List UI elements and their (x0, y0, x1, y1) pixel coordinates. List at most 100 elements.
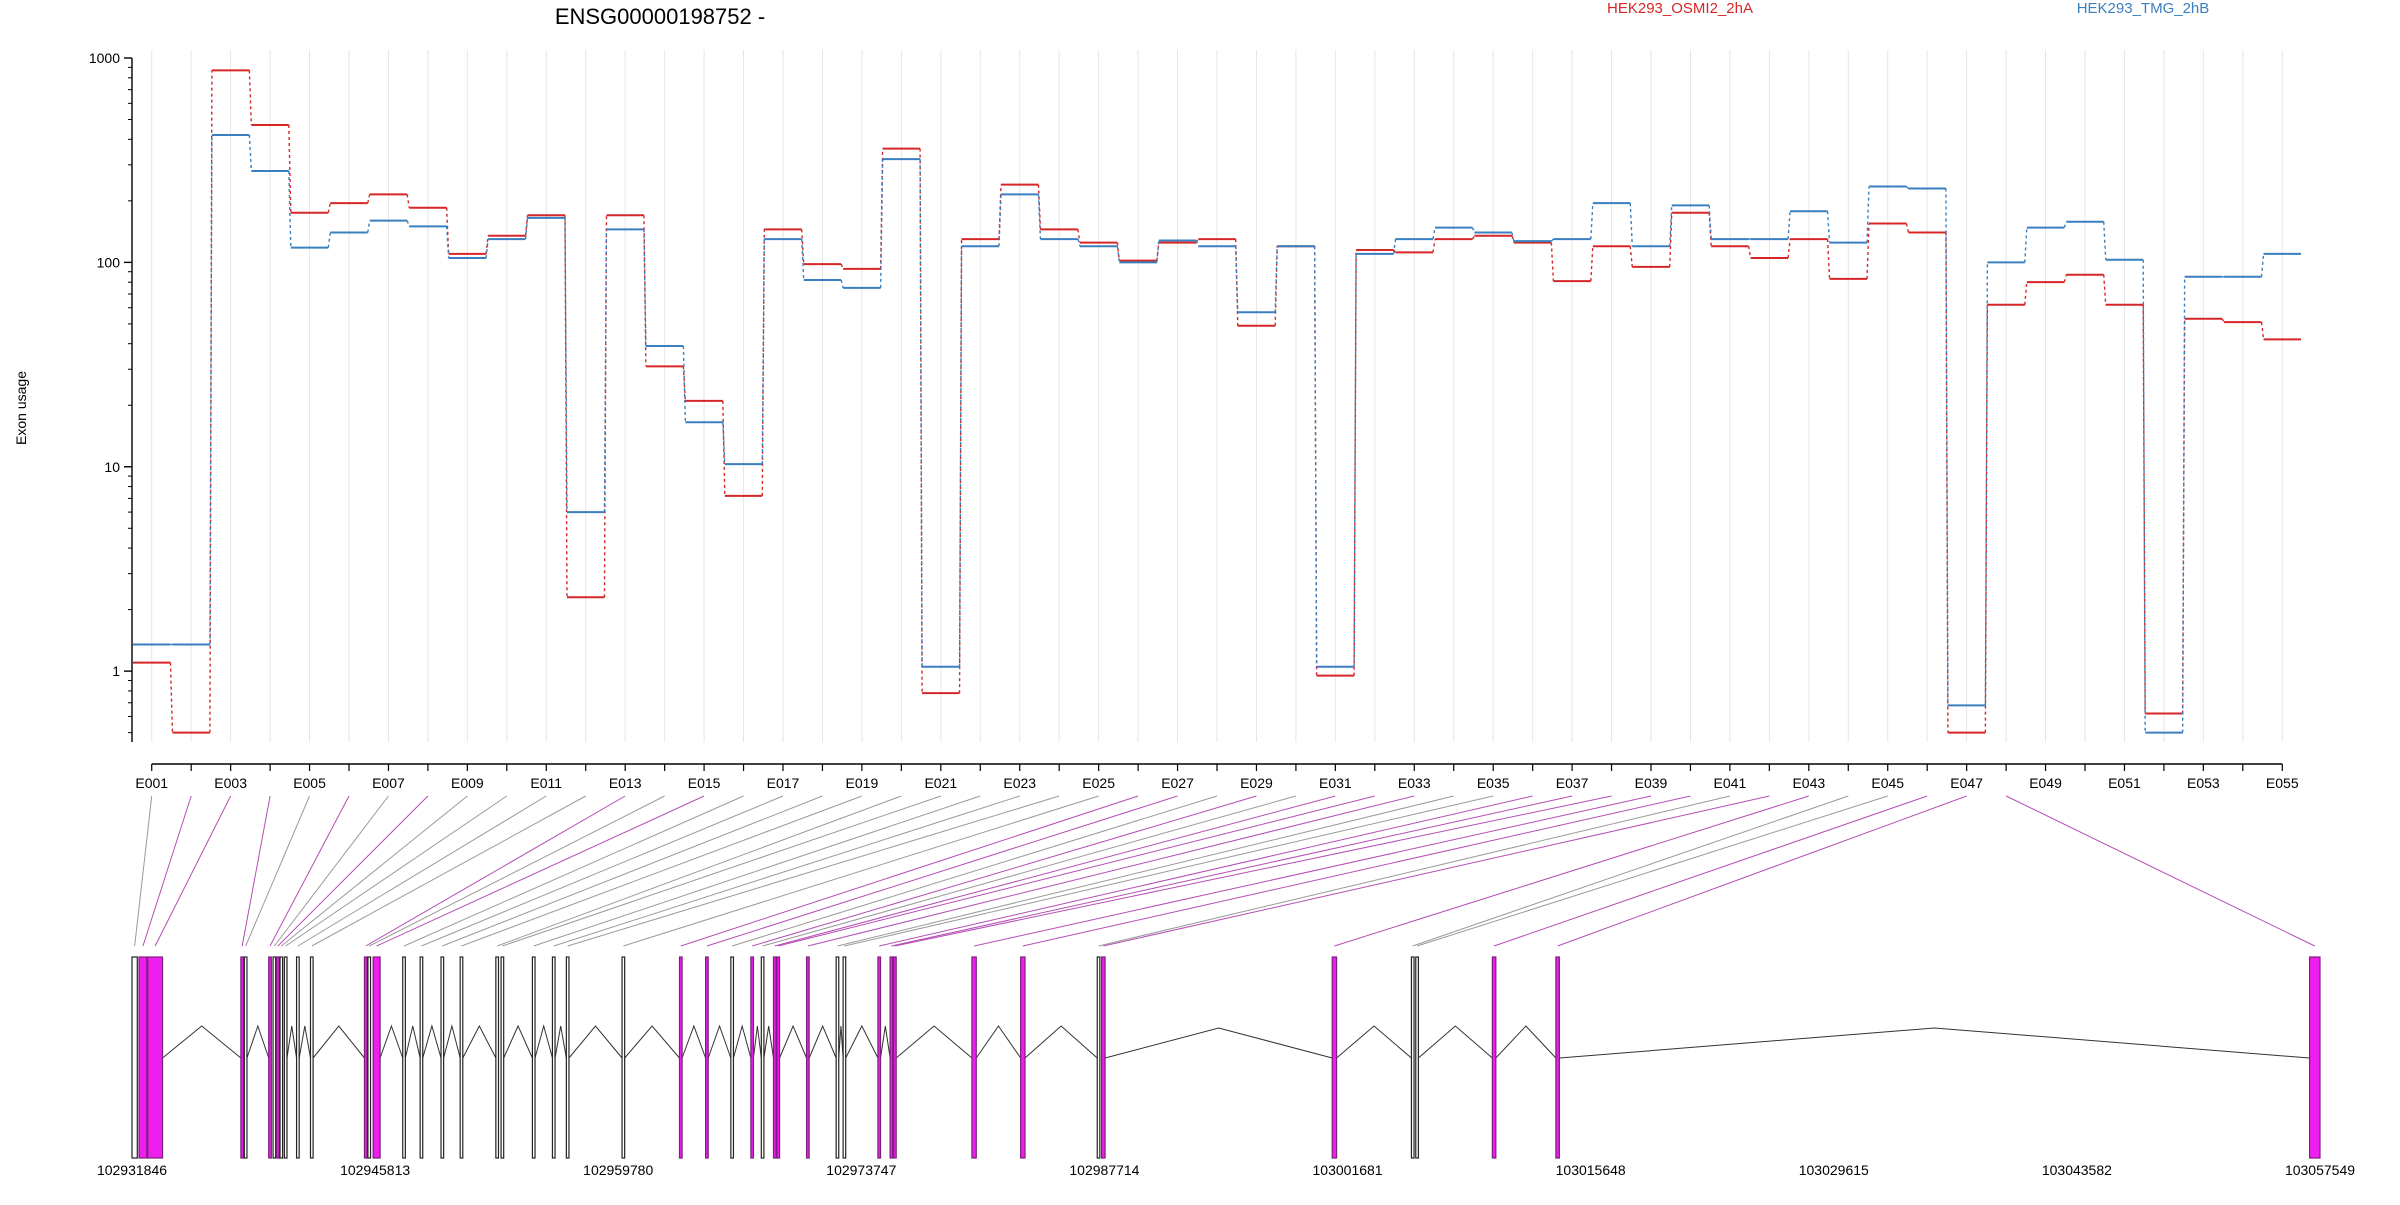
exon-E030 (760, 956, 765, 1159)
exon-E022 (531, 956, 536, 1159)
intron-E035 (845, 1024, 879, 1059)
x-tick-label-E015: E015 (688, 775, 721, 791)
series-0-step-E041 (1747, 246, 1752, 259)
exon-E014 (367, 956, 372, 1159)
connector-E038 (894, 795, 1612, 947)
series-0-step-E030 (1313, 246, 1318, 676)
x-tick-label-E047: E047 (1950, 775, 1983, 791)
exon-E024 (565, 956, 570, 1159)
intron-E028 (732, 1024, 752, 1059)
coordinate-label-102945813: 102945813 (340, 1162, 410, 1178)
exon-E035 (842, 956, 847, 1159)
series-1-step-E021 (958, 246, 963, 667)
series-0-step-E005 (327, 202, 331, 213)
x-tick-label-E019: E019 (846, 775, 879, 791)
series-1-step-E024 (1077, 238, 1081, 247)
exon-E029 (750, 956, 755, 1159)
series-0-step-E042 (1787, 239, 1791, 259)
series-0-step-E024 (1077, 229, 1081, 243)
connector-E003 (154, 795, 232, 947)
series-0-step-E053 (2221, 318, 2225, 323)
exon-E042 (1100, 956, 1106, 1159)
connector-E002 (142, 795, 192, 947)
series-1-step-E050 (2103, 221, 2107, 260)
exon-E047 (1555, 956, 1560, 1159)
exon-E037 (889, 956, 894, 1159)
exon-E008 (275, 956, 280, 1159)
exon-E005 (243, 956, 248, 1159)
series-1-step-E003 (248, 134, 253, 172)
series-1-step-E023 (1037, 194, 1042, 240)
series-0-step-E033 (1432, 238, 1436, 253)
connector-E044 (1412, 795, 1849, 947)
coordinate-label-103015648: 103015648 (1556, 1162, 1626, 1178)
series-0-step-E050 (2103, 274, 2107, 305)
y-tick-label-100: 100 (97, 254, 121, 270)
series-0-step-E047 (1984, 304, 1989, 733)
exon-E020 (495, 956, 500, 1159)
connector-E042 (1103, 795, 1770, 947)
exon-E039 (971, 956, 977, 1159)
series-1-step-E038 (1629, 203, 1633, 247)
intron-E024 (568, 1025, 623, 1059)
series-1-step-E013 (643, 229, 647, 346)
series-1-step-E014 (682, 345, 687, 423)
connector-E010 (285, 795, 508, 947)
series-1-step-E029 (1274, 246, 1278, 313)
series-1-step-E036 (1550, 238, 1554, 242)
y-tick-label-1000: 1000 (89, 50, 120, 66)
exon-E045 (1415, 956, 1419, 1159)
intron-E016 (404, 1025, 421, 1059)
series-1-step-E025 (1116, 246, 1121, 263)
x-tick-label-E009: E009 (451, 775, 484, 791)
series-HEK293_TMG_2hB (133, 133, 2301, 734)
connector-E012 (311, 795, 586, 947)
exon-E021 (500, 956, 505, 1159)
series-0-step-E006 (367, 194, 371, 204)
connector-E033 (807, 795, 1415, 947)
chart-title: ENSG00000198752 - (555, 4, 765, 29)
intron-E045 (1418, 1025, 1493, 1059)
exon-E015 (372, 956, 381, 1159)
series-1-step-E035 (1511, 232, 1515, 242)
intron-E017 (422, 1024, 442, 1059)
connector-E045 (1416, 795, 1888, 947)
x-tick-label-E053: E053 (2187, 775, 2220, 791)
series-1-step-E034 (1471, 227, 1476, 233)
intron-E003 (162, 1025, 242, 1059)
exon-E043 (1331, 956, 1338, 1159)
exon-E013 (363, 956, 368, 1159)
exon-E040 (1020, 956, 1026, 1159)
x-tick-label-E011: E011 (530, 775, 562, 791)
series-1-step-E033 (1432, 227, 1436, 240)
intron-E018 (443, 1024, 461, 1059)
exon-E023 (551, 956, 556, 1159)
connector-E040 (1022, 795, 1691, 947)
series-1-step-E047 (1984, 262, 1989, 706)
gene-model: 102931846 102945813 102959780 102973747 1029… (97, 956, 2355, 1178)
series-1-step-E019 (879, 159, 884, 288)
connector-E014 (369, 795, 665, 947)
connector-E004 (241, 795, 271, 947)
intron-E042 (1104, 1027, 1333, 1059)
connector-E036 (879, 795, 1533, 947)
series-0-step-E026 (1156, 242, 1160, 261)
exon-E010 (283, 956, 288, 1159)
exon-E012 (309, 956, 314, 1159)
x-tick-label-E035: E035 (1477, 775, 1510, 791)
series-1-step-E039 (1669, 205, 1673, 247)
connector-E024 (567, 795, 1060, 947)
connector-E019 (461, 795, 863, 947)
exon-E038 (892, 956, 897, 1159)
series-0-step-E054 (2260, 322, 2265, 340)
series-0-step-E038 (1629, 246, 1633, 267)
coordinate-label-103001681: 103001681 (1313, 1162, 1383, 1178)
intron-E027 (707, 1024, 732, 1059)
x-tick-label-E017: E017 (767, 775, 800, 791)
intron-E021 (503, 1024, 533, 1059)
series-1-step-E043 (1826, 211, 1831, 243)
series-1-step-E007 (406, 220, 410, 227)
coordinate-label-102931846: 102931846 (97, 1162, 167, 1178)
exon-connectors (134, 795, 2316, 947)
